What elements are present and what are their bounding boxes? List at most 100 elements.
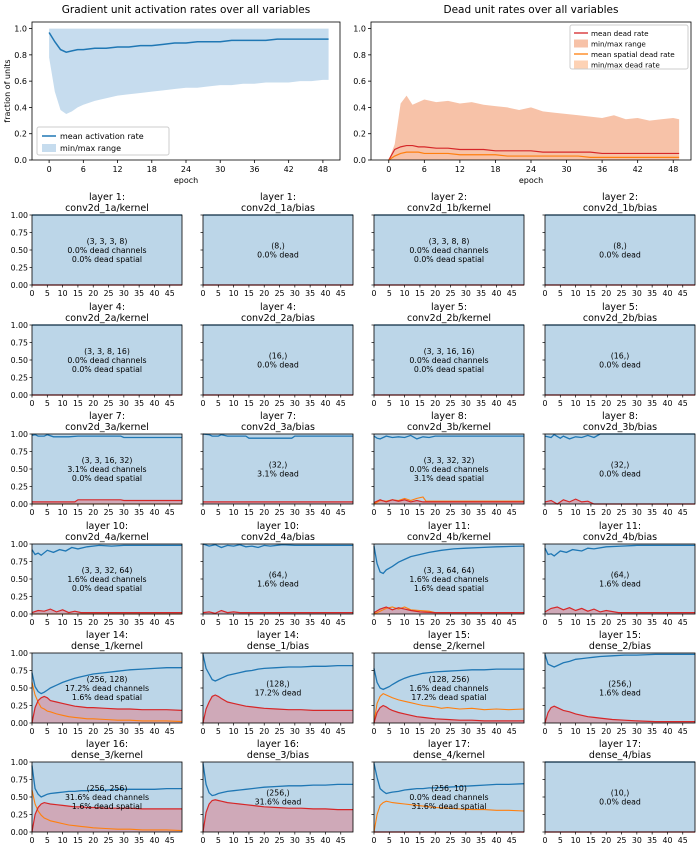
x-tick-label: 20: [259, 399, 269, 408]
x-tick-label: 5: [45, 289, 50, 298]
x-tick-label: 35: [305, 289, 315, 298]
x-tick-label: 45: [678, 399, 688, 408]
x-tick-label: 25: [104, 289, 114, 298]
y-tick-label: 0.75: [11, 339, 28, 348]
x-tick-label: 15: [73, 399, 83, 408]
annotation-text: 1.6% dead channels: [409, 684, 488, 693]
x-tick-label: 30: [290, 399, 300, 408]
annotation-text: (3, 3, 8, 8): [429, 237, 470, 246]
x-tick-label: 30: [461, 289, 471, 298]
y-tick-label: 0.00: [11, 391, 28, 400]
y-tick-label: 0.50: [11, 465, 28, 474]
x-tick-label: 0: [30, 727, 35, 736]
x-tick-label: 20: [430, 399, 440, 408]
min-max-range-band: [32, 434, 182, 504]
x-tick-label: 15: [586, 727, 596, 736]
x-tick-label: 25: [104, 508, 114, 517]
x-tick-label: 30: [461, 508, 471, 517]
y-tick-label: 0.00: [11, 281, 28, 290]
annotation-text: 0.0% dead: [599, 251, 641, 260]
mean-dead-rate-line: [544, 606, 695, 614]
annotation-text: 1.6% dead spatial: [414, 584, 484, 593]
x-tick-label: 25: [104, 399, 114, 408]
x-tick-label: 15: [73, 508, 83, 517]
y-tick-label: 0.50: [11, 793, 28, 802]
mean-dead-rate-line: [373, 704, 524, 724]
x-tick-label: 40: [320, 289, 330, 298]
x-tick-label: 5: [558, 836, 563, 845]
x-tick-label: 5: [387, 399, 392, 408]
mean-dead-rate-line: [544, 498, 695, 505]
x-tick-label: 45: [165, 727, 175, 736]
x-tick-label: 25: [275, 508, 285, 517]
x-tick-label: 20: [430, 508, 440, 517]
min-max-range-band: [203, 325, 353, 395]
x-tick-label: 25: [446, 399, 456, 408]
x-tick-label: 20: [259, 618, 269, 627]
dead-range-band: [545, 706, 695, 723]
x-tick-label: 45: [165, 836, 175, 845]
annotation-text: (128, 256): [429, 675, 470, 684]
chart-subtitle: conv2d_1a/kernel: [65, 203, 149, 214]
x-tick-label: 20: [601, 836, 611, 845]
x-tick-label: 35: [476, 399, 486, 408]
x-tick-label: 30: [461, 618, 471, 627]
legend-label: min/max range: [591, 40, 646, 49]
chart-title: layer 10:: [86, 521, 128, 532]
x-tick-label: 35: [305, 727, 315, 736]
y-tick-label: 1.00: [11, 430, 28, 439]
chart-title: layer 15:: [599, 630, 641, 641]
x-tick-label: 45: [678, 727, 688, 736]
x-tick-label: 35: [647, 399, 657, 408]
mean-dead-rate-line: [373, 606, 524, 614]
x-tick-label: 5: [558, 618, 563, 627]
layer-chart: layer 1:conv2d_1a/kernel(3, 3, 3, 8)0.0%…: [11, 192, 183, 298]
min-max-range-band: [374, 215, 524, 285]
y-tick-label: 0.25: [11, 811, 28, 820]
x-tick-label: 30: [461, 399, 471, 408]
x-tick-label: 5: [387, 836, 392, 845]
min-max-range-band: [49, 28, 329, 114]
x-tick-label: 15: [415, 618, 425, 627]
x-tick-label: 20: [259, 508, 269, 517]
x-tick-label: 20: [88, 508, 98, 517]
x-tick-label: 20: [88, 618, 98, 627]
chart-subtitle: conv2d_2a/kernel: [65, 313, 149, 324]
x-tick-label: 25: [617, 727, 627, 736]
min-max-range-band: [374, 325, 524, 395]
chart-subtitle: dense_2/kernel: [413, 641, 485, 652]
mean-spatial-dead-rate-line: [31, 789, 183, 832]
x-tick-label: 15: [586, 508, 596, 517]
x-tick-label: 45: [507, 289, 517, 298]
chart-title: layer 11:: [428, 521, 470, 532]
x-tick-label: 35: [476, 289, 486, 298]
annotation-text: (8,): [613, 242, 627, 251]
annotation-text: 0.0% dead channels: [409, 246, 488, 255]
x-tick-label: 15: [73, 836, 83, 845]
annotation-text: (256,): [266, 789, 289, 798]
y-tick-label: 0.8: [14, 51, 27, 60]
annotation-text: 0.0% dead spatial: [72, 584, 142, 593]
x-tick-label: 25: [446, 618, 456, 627]
annotation-text: 17.2% dead spatial: [411, 693, 486, 702]
x-tick-label: 30: [632, 399, 642, 408]
x-tick-label: 15: [586, 618, 596, 627]
y-tick-label: 0.25: [11, 593, 28, 602]
x-tick-label: 10: [58, 289, 68, 298]
chart-title: layer 5:: [431, 302, 467, 313]
annotation-text: 0.0% dead spatial: [72, 365, 142, 374]
x-tick-label: 5: [387, 618, 392, 627]
legend-frame: [36, 126, 170, 156]
annotation-text: 3.1% dead: [257, 470, 299, 479]
x-tick-label: 30: [119, 508, 129, 517]
annotation-text: (3, 3, 32, 32): [424, 456, 475, 465]
x-tick-label: 0: [201, 399, 206, 408]
annotation-text: 0.0% dead channels: [409, 793, 488, 802]
x-tick-label: 45: [507, 399, 517, 408]
x-tick-label: 20: [88, 399, 98, 408]
x-tick-label: 10: [400, 399, 410, 408]
y-tick-label: 0.0: [353, 156, 366, 165]
annotation-text: (256, 128): [87, 675, 128, 684]
x-tick-label: 5: [216, 399, 221, 408]
x-tick-label: 15: [415, 289, 425, 298]
